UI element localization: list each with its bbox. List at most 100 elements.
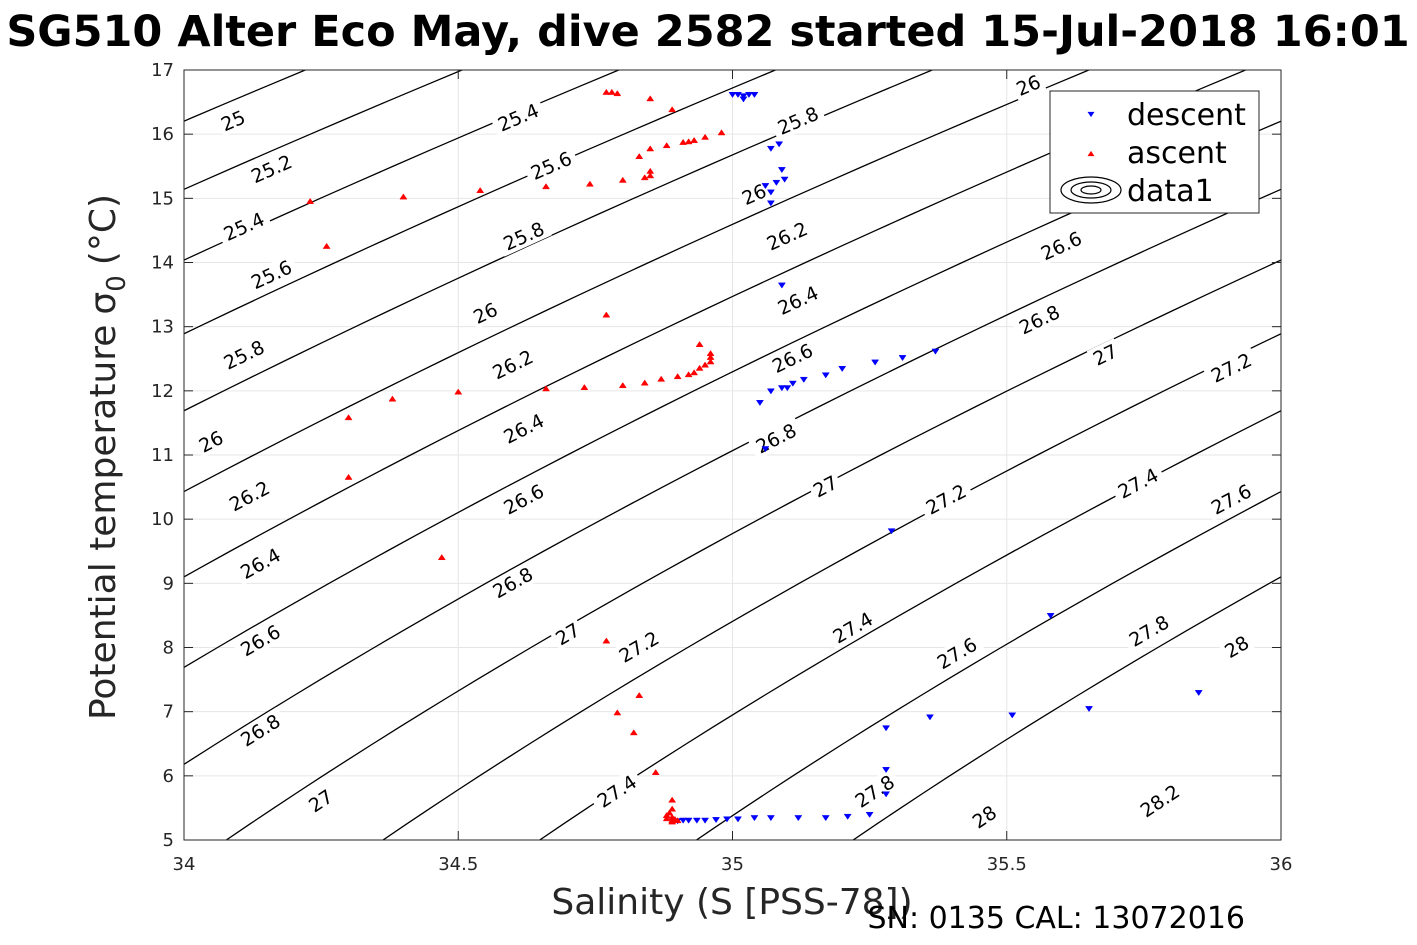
descent-point [679, 817, 688, 824]
contour-label-background [1086, 338, 1124, 372]
ascent-point [673, 817, 682, 824]
ascent-point [602, 311, 611, 318]
contour-label-background [917, 477, 975, 521]
density-contour-line [381, 333, 1281, 840]
ascent-point [454, 388, 463, 395]
contour-label-background [495, 215, 552, 257]
descent-point [788, 380, 797, 387]
descent-point [701, 817, 710, 824]
ascent-point [635, 692, 644, 698]
descent-point [843, 813, 852, 820]
descent-point [777, 167, 786, 174]
contour-label-background [1218, 629, 1256, 664]
y-axis-label-unit: (°C) [83, 194, 124, 265]
ascent-point [679, 138, 688, 145]
ascent-point [662, 142, 671, 149]
density-contour-line [184, 70, 778, 335]
contour-label-background [1203, 477, 1260, 521]
ascent-point [701, 361, 710, 368]
legend-entry-ascent: ascent [1087, 136, 1227, 171]
y-tick-label: 5 [163, 830, 174, 851]
legend-label: descent [1127, 98, 1246, 133]
descent-point [755, 400, 764, 406]
contour-label-background [489, 96, 547, 138]
contour-label-background [1011, 298, 1068, 341]
contour-label-background [522, 144, 580, 186]
density-contour-line [184, 70, 621, 261]
ascent-point [306, 197, 315, 204]
contour-label-background [214, 104, 252, 137]
contour-label-background [484, 342, 541, 386]
ascent-point [657, 375, 666, 382]
descent-point [783, 385, 792, 392]
descent-point [1194, 690, 1203, 697]
y-tick-label: 15 [151, 188, 174, 209]
descent-point [684, 817, 693, 824]
descent-point [766, 200, 775, 207]
y-axis-label-sigma: σ [83, 292, 124, 315]
ascent-series [306, 88, 726, 825]
legend-contour-marker [1080, 185, 1102, 195]
ascent-point [388, 395, 397, 402]
ascent-point [613, 709, 622, 716]
ascent-point [646, 95, 655, 102]
y-axis-label-subscript: 0 [102, 275, 132, 292]
ascent-point [437, 554, 446, 561]
y-tick-label: 10 [151, 509, 174, 530]
ascent-point [585, 180, 594, 187]
contour-label-background [610, 623, 667, 670]
contour-label-background [1109, 461, 1167, 505]
descent-point [882, 791, 891, 798]
contour-label-background [764, 336, 821, 380]
descent-point [780, 176, 789, 183]
ascent-point [640, 174, 649, 181]
legend-label: data1 [1127, 174, 1214, 209]
y-tick-label: 16 [151, 124, 174, 145]
ascent-point [344, 473, 353, 480]
contour-label-background [1120, 608, 1177, 654]
density-contour-line [184, 188, 1281, 766]
x-axis-label: Salinity (S [PSS-78]) [551, 882, 912, 923]
density-contour-line [184, 70, 1091, 493]
descent-point [750, 92, 759, 98]
ascent-point [668, 106, 677, 113]
descent-point [865, 811, 874, 818]
y-axis-label: Potential temperature σ0 (°C) [83, 194, 132, 720]
contour-label-background [243, 253, 300, 296]
ascent-point [476, 187, 485, 193]
ascent-point [635, 153, 644, 159]
descent-point [772, 179, 781, 186]
ascent-point [618, 176, 627, 183]
descent-point [744, 92, 753, 98]
ascent-point [684, 371, 693, 378]
contour-label-background [1032, 224, 1090, 267]
ascent-point [542, 183, 550, 190]
ascent-point [640, 379, 649, 386]
contour-label-background [806, 469, 844, 503]
descent-point [761, 183, 770, 190]
ascent-point [662, 815, 671, 822]
descent-point [838, 366, 847, 372]
density-contour-line [695, 490, 1281, 840]
contour-label-background [232, 706, 289, 754]
ascent-point [542, 385, 550, 392]
descent-point [882, 767, 891, 774]
density-contour-line [852, 576, 1281, 840]
ascent-point [651, 769, 660, 775]
descent-point [766, 388, 775, 395]
descent-point [723, 816, 731, 823]
descent-point [739, 96, 748, 103]
legend-entry-descent: descent [1087, 98, 1246, 133]
descent-point [821, 372, 830, 379]
density-contour-line [184, 70, 1248, 578]
descent-point [871, 359, 880, 366]
legend-descent-marker [1087, 111, 1095, 118]
contour-label-background [232, 540, 289, 586]
y-axis-label-main: Potential temperature [83, 325, 124, 720]
contour-label-background [221, 473, 278, 518]
contour-label-background [824, 604, 881, 650]
ascent-point [613, 90, 622, 97]
ascent-point [607, 88, 616, 95]
contour-label-background [215, 333, 273, 376]
contour-label-background [495, 406, 552, 451]
